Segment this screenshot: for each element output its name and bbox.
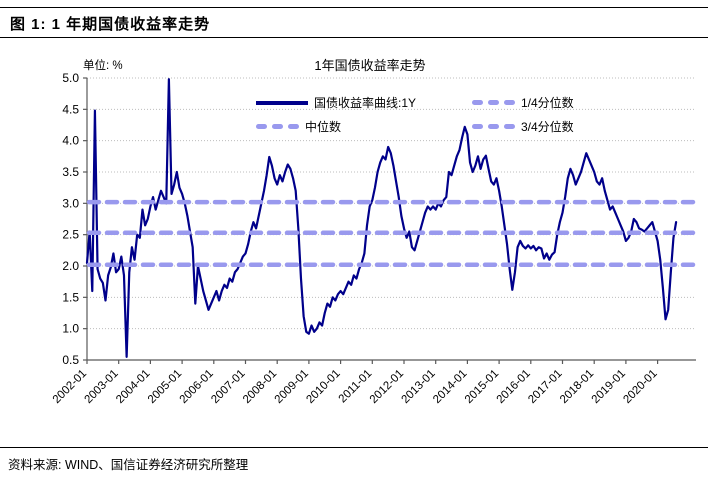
x-axis-label: 2014-01 <box>431 368 469 406</box>
y-axis-label: 2.0 <box>62 259 79 273</box>
y-axis-label: 3.5 <box>62 165 79 179</box>
y-axis-label: 0.5 <box>62 353 79 367</box>
y-axis-label: 3.0 <box>62 196 79 210</box>
figure-title: 图 1: 1 年期国债收益率走势 <box>10 16 211 33</box>
x-axis-label: 2018-01 <box>558 368 596 406</box>
unit-label: 单位: % <box>83 60 123 72</box>
legend-item-series: 国债收益率曲线:1Y <box>256 94 416 111</box>
x-axis-label: 2017-01 <box>526 368 564 406</box>
footer-divider <box>0 447 708 448</box>
x-axis-label: 2015-01 <box>463 368 501 406</box>
x-axis-label: 2004-01 <box>114 368 152 406</box>
y-axis-label: 4.5 <box>62 102 79 116</box>
x-axis-label: 2008-01 <box>241 368 279 406</box>
top-divider <box>0 7 708 8</box>
legend-median-label: 中位数 <box>305 120 342 134</box>
x-axis-label: 2003-01 <box>82 368 120 406</box>
y-axis-label: 2.5 <box>62 228 79 242</box>
x-axis-label: 2006-01 <box>178 368 216 406</box>
x-axis-label: 2012-01 <box>368 368 406 406</box>
x-axis-label: 2005-01 <box>146 368 184 406</box>
legend-item-q3: 3/4分位数 <box>472 118 574 135</box>
legend-q1-label: 1/4分位数 <box>521 96 574 110</box>
y-axis-label: 4.0 <box>62 134 79 148</box>
x-axis-label: 2010-01 <box>304 368 342 406</box>
title-divider <box>0 37 708 38</box>
y-axis-label: 1.5 <box>62 290 79 304</box>
chart-title: 1年国债收益率走势 <box>314 58 426 73</box>
legend-q3-label: 3/4分位数 <box>521 120 574 134</box>
x-axis-label: 2016-01 <box>495 368 533 406</box>
legend-item-median: 中位数 <box>256 118 341 135</box>
source-note: 资料来源: WIND、国信证券经济研究所整理 <box>8 458 249 472</box>
q1-dash-swatch <box>472 100 515 105</box>
legend-item-q1: 1/4分位数 <box>472 94 574 111</box>
x-axis-label: 2019-01 <box>590 368 628 406</box>
q3-dash-swatch <box>472 124 515 129</box>
yield-line <box>85 78 678 358</box>
x-axis-label: 2002-01 <box>51 368 89 406</box>
y-axis-label: 1.0 <box>62 322 79 336</box>
series-line-swatch <box>256 100 308 105</box>
x-axis-label: 2020-01 <box>621 368 659 406</box>
x-axis-label: 2013-01 <box>399 368 437 406</box>
legend-series-label: 国债收益率曲线:1Y <box>314 96 417 110</box>
x-axis-label: 2009-01 <box>273 368 311 406</box>
x-axis-label: 2007-01 <box>209 368 247 406</box>
median-dash-swatch <box>256 124 299 129</box>
y-axis-label: 5.0 <box>62 71 79 85</box>
yield-line-chart: 0.51.01.52.02.53.03.54.04.55.02002-01200… <box>51 71 697 406</box>
